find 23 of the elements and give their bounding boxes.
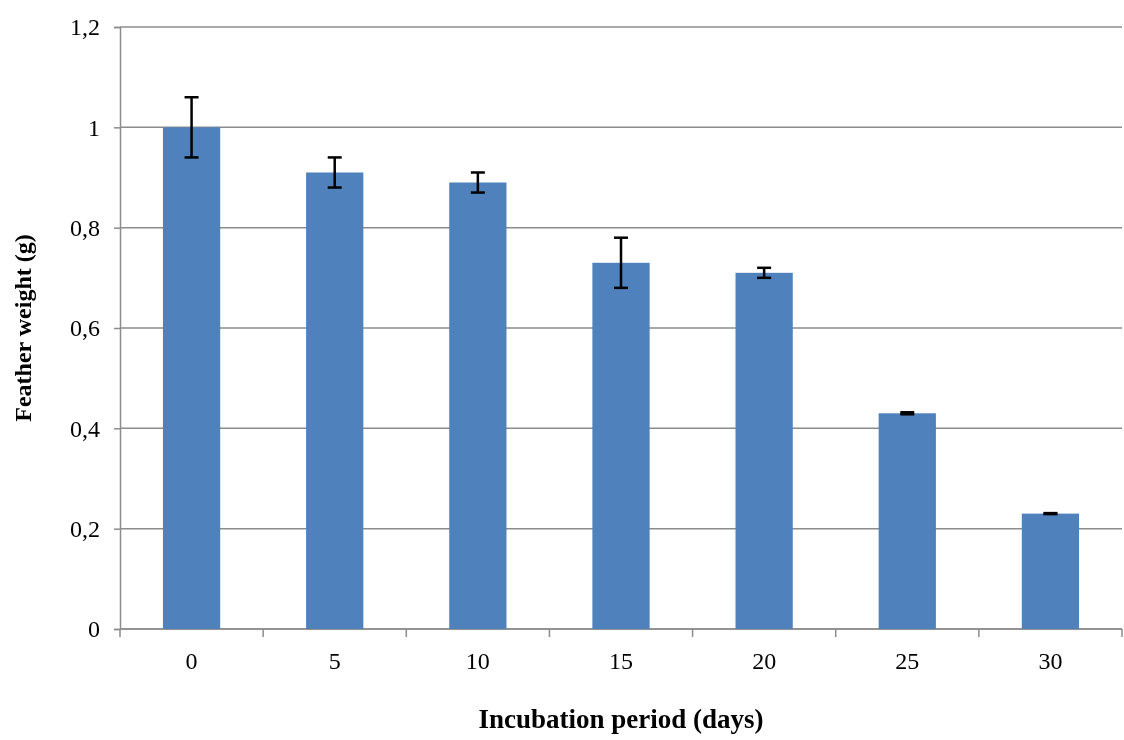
x-tick-label: 25: [895, 648, 920, 674]
x-tick-label: 5: [328, 648, 341, 674]
bar: [735, 272, 793, 629]
y-tick-label: 0: [88, 616, 100, 643]
x-tick-label: 30: [1038, 648, 1063, 674]
y-tick-label: 1,2: [70, 14, 100, 41]
y-tick-label: 0,4: [70, 415, 100, 442]
y-axis-title: Feather weight (g): [10, 234, 36, 422]
bar: [449, 182, 507, 629]
x-axis-title: Incubation period (days): [478, 704, 764, 734]
y-tick-label: 0,2: [70, 515, 100, 542]
y-tick-label: 1: [88, 114, 100, 141]
y-tick-label: 0,8: [70, 214, 100, 241]
x-tick-label: 10: [465, 648, 490, 674]
bar: [592, 262, 650, 629]
bar: [1021, 513, 1080, 629]
x-tick-label: 15: [609, 648, 633, 674]
y-tick-label: 0,6: [70, 315, 100, 342]
x-tick-label: 20: [752, 648, 777, 674]
x-tick-label: 0: [185, 648, 198, 674]
bar: [878, 413, 936, 629]
bar: [162, 127, 221, 629]
bar: [306, 172, 364, 629]
